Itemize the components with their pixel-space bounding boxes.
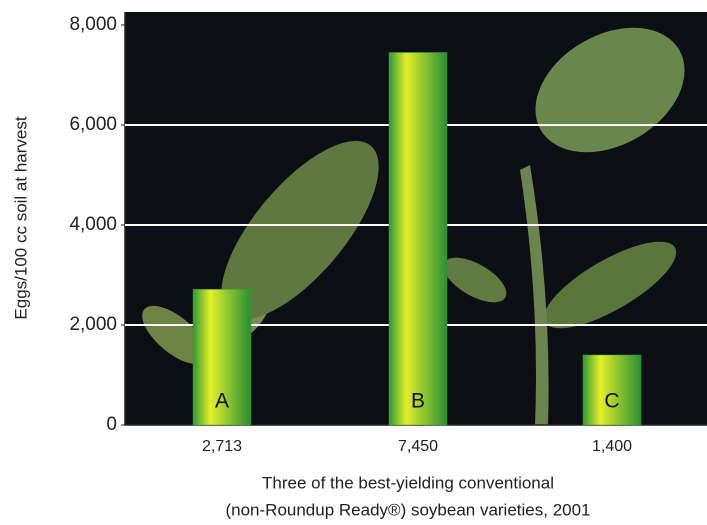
leaf-decoration [142, 27, 685, 425]
bar [388, 52, 448, 426]
y-tick-label: 2,000 [69, 314, 117, 335]
bar [582, 354, 642, 426]
value-label: 1,400 [592, 438, 632, 455]
bar [192, 289, 252, 426]
y-axis-title: Eggs/100 cc soil at harvest [11, 116, 30, 319]
y-tick-label: 6,000 [69, 114, 117, 135]
value-label: 7,450 [398, 438, 438, 455]
category-label: C [604, 390, 619, 413]
y-tick-label: 4,000 [69, 214, 117, 235]
x-axis-title: (non-Roundup Ready®) soybean varieties, … [225, 500, 590, 519]
category-label: A [215, 390, 229, 413]
value-label: 2,713 [202, 438, 242, 455]
y-tick-label: 8,000 [69, 14, 117, 35]
y-tick-label: 0 [106, 414, 117, 435]
category-label: B [411, 390, 425, 413]
x-axis-title: Three of the best-yielding conventional [262, 473, 554, 492]
